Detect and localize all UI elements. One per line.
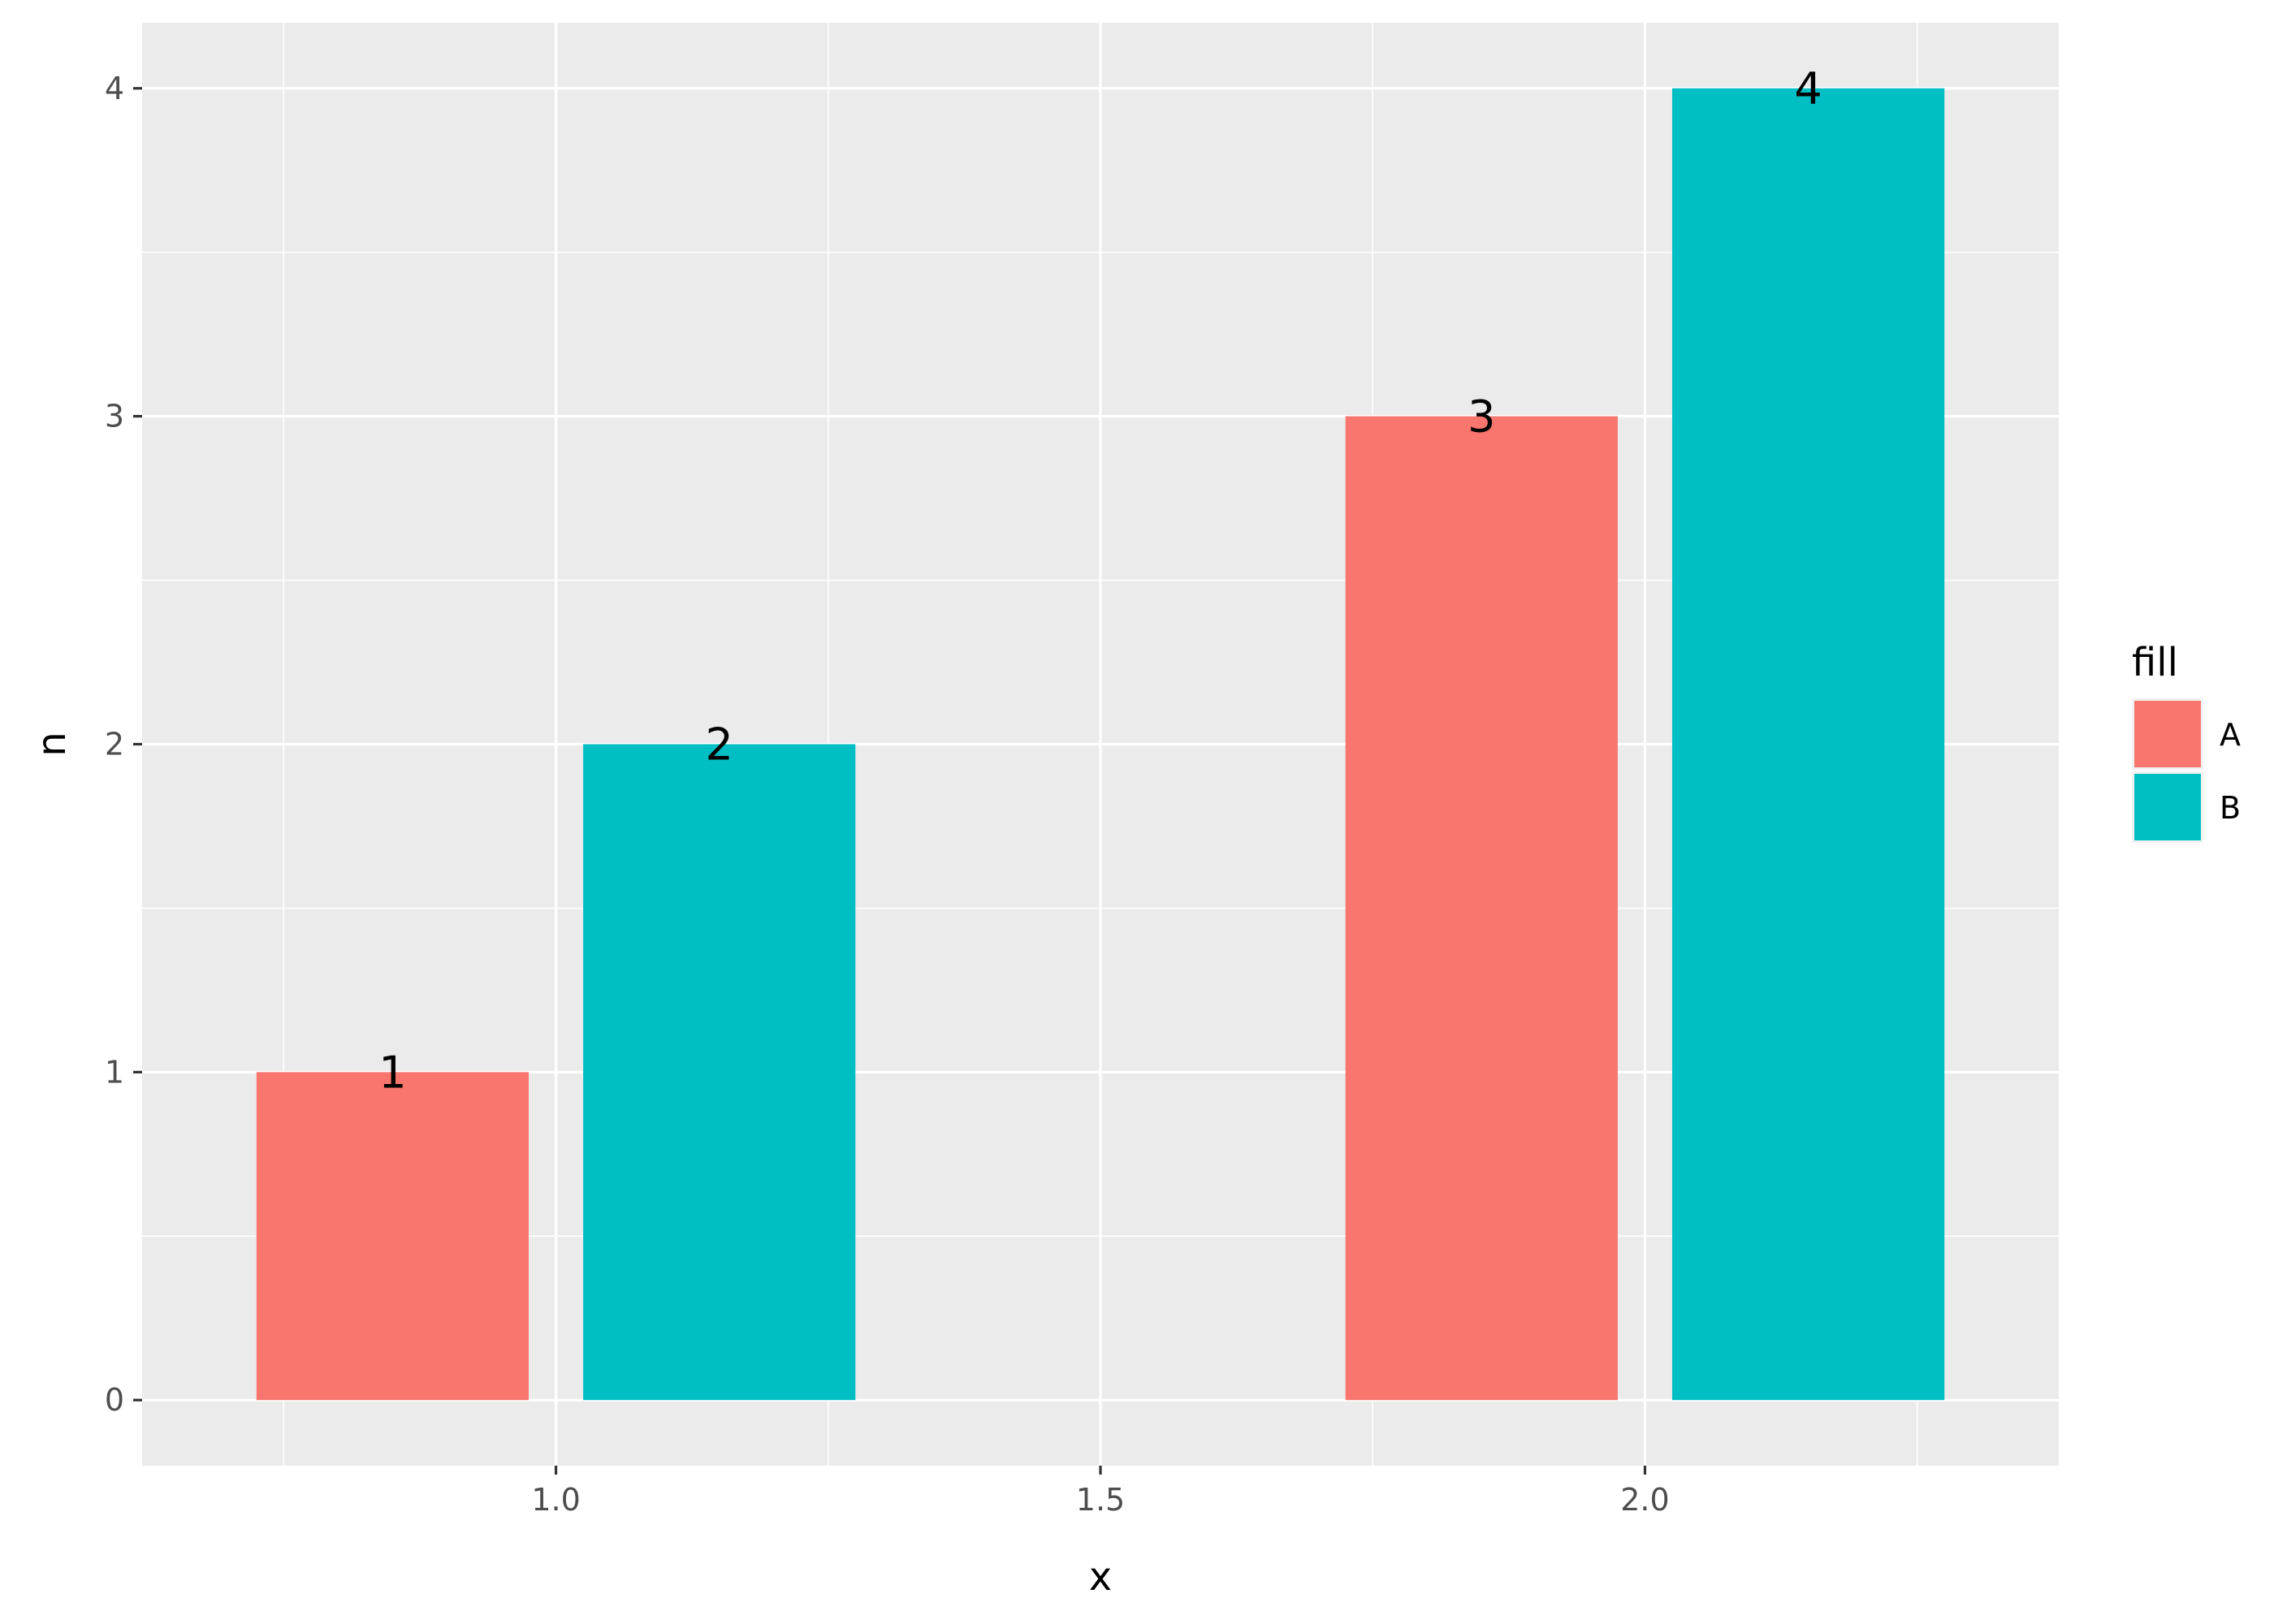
bars (256, 88, 1945, 1401)
bar-b-4 (1671, 88, 1945, 1401)
x-tick-label: 2.0 (1620, 1482, 1669, 1518)
legend-label: A (2220, 717, 2241, 753)
x-axis-title: x (1089, 1554, 1112, 1600)
y-tick-label: 3 (105, 399, 124, 434)
legend-key-b (2134, 774, 2201, 840)
y-tick-label: 1 (105, 1054, 124, 1090)
bar-data-label: 4 (1794, 63, 1822, 114)
bar-a-1 (256, 1072, 530, 1401)
y-axis-title: n (29, 732, 75, 756)
bar-data-label: 2 (706, 719, 733, 771)
bar-data-label: 3 (1468, 391, 1495, 443)
y-tick-label: 4 (105, 71, 124, 106)
legend-title: fill (2132, 640, 2178, 685)
bar-a-3 (1345, 416, 1618, 1401)
legend: fill A B (2132, 640, 2241, 843)
legend-key-a (2134, 701, 2201, 767)
data-labels: 1 2 3 4 (378, 63, 1822, 1099)
y-axis: 0 1 2 3 4 (105, 71, 142, 1418)
bar-b-2 (583, 744, 856, 1401)
y-tick-label: 0 (105, 1382, 124, 1418)
y-tick-label: 2 (105, 727, 124, 762)
x-axis: 1.0 1.5 2.0 (531, 1466, 1670, 1518)
bar-data-label: 1 (378, 1047, 406, 1098)
x-tick-label: 1.5 (1076, 1482, 1125, 1518)
x-tick-label: 1.0 (531, 1482, 580, 1518)
legend-label: B (2220, 790, 2241, 826)
